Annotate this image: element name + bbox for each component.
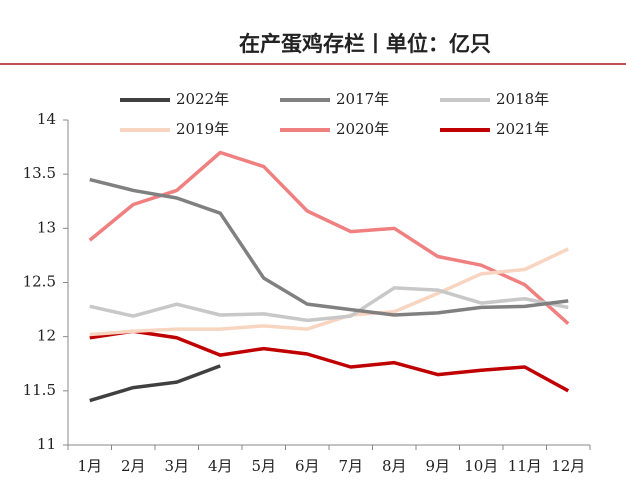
y-tick-label: 12.5 xyxy=(23,273,56,291)
legend-label: 2021年 xyxy=(496,120,549,138)
x-tick-label: 4月 xyxy=(208,457,233,475)
series-line xyxy=(89,286,569,323)
series-line xyxy=(89,364,221,403)
y-tick-label: 14 xyxy=(37,110,56,128)
series-line xyxy=(88,150,570,325)
x-tick-label: 1月 xyxy=(77,457,102,475)
x-tick-label: 7月 xyxy=(338,457,363,475)
x-tick-label: 5月 xyxy=(251,457,276,475)
x-tick-label: 6月 xyxy=(295,457,320,475)
y-tick-label: 11.5 xyxy=(23,381,56,399)
chart-title: 在产蛋鸡存栏丨单位：亿只 xyxy=(239,32,491,56)
x-tick-label: 10月 xyxy=(464,457,498,475)
x-tick-label: 8月 xyxy=(382,457,407,475)
y-tick-label: 11 xyxy=(37,435,56,453)
x-tick-label: 12月 xyxy=(551,457,585,475)
legend-label: 2017年 xyxy=(336,90,389,108)
series-line xyxy=(89,177,569,317)
y-tick-label: 12 xyxy=(37,327,56,345)
legend-label: 2022年 xyxy=(176,90,229,108)
x-tick-label: 3月 xyxy=(164,457,189,475)
legend-label: 2020年 xyxy=(336,120,389,138)
legend-label: 2018年 xyxy=(496,90,549,108)
y-tick-label: 13.5 xyxy=(23,164,56,182)
series-line xyxy=(89,329,570,393)
x-tick-label: 2月 xyxy=(121,457,146,475)
legend-label: 2019年 xyxy=(176,120,229,138)
y-tick-label: 13 xyxy=(37,218,56,236)
series-line xyxy=(89,247,569,337)
x-tick-label: 9月 xyxy=(425,457,450,475)
x-tick-label: 11月 xyxy=(508,457,542,475)
